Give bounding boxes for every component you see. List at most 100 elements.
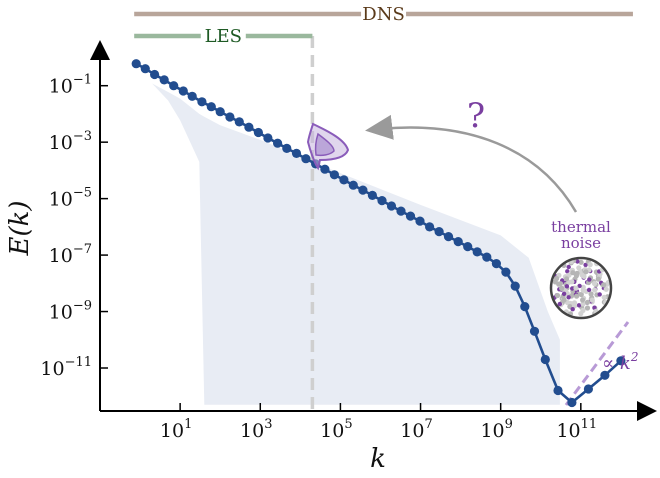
noise-particle bbox=[565, 269, 570, 274]
spectrum-point bbox=[491, 259, 501, 269]
y-tick-label: 10−11 bbox=[40, 355, 92, 380]
noise-particle bbox=[564, 284, 570, 289]
noise-particle bbox=[592, 287, 598, 293]
spectrum-point bbox=[567, 397, 577, 408]
y-tick-base: 10 bbox=[49, 76, 73, 98]
noise-particle bbox=[579, 272, 585, 278]
spectrum-point bbox=[282, 143, 292, 153]
spectrum-point bbox=[520, 302, 530, 312]
spectrum-point bbox=[482, 252, 492, 262]
spectrum-point bbox=[529, 326, 540, 336]
slope-label: ∝ k2 bbox=[602, 350, 638, 374]
spectrum-point bbox=[616, 356, 626, 366]
y-tick-exp: −3 bbox=[73, 129, 92, 144]
spectrum-point bbox=[425, 222, 435, 232]
y-tick-exp: −7 bbox=[73, 242, 92, 257]
spectrum-point bbox=[358, 185, 368, 195]
spectrum-point bbox=[453, 237, 463, 247]
x-tick-label: 103 bbox=[240, 417, 272, 442]
noise-particle bbox=[580, 301, 586, 307]
spectrum-point bbox=[329, 170, 339, 180]
noise-particle bbox=[583, 262, 588, 268]
x-axis-label: k bbox=[370, 444, 386, 474]
y-tick-label: 10−7 bbox=[49, 242, 92, 267]
y-tick-base: 10 bbox=[49, 302, 73, 324]
spectrum-point bbox=[150, 69, 160, 80]
spectrum-point bbox=[367, 190, 377, 200]
range-label: LES bbox=[205, 26, 242, 47]
noise-particle bbox=[588, 291, 594, 297]
noise-particle bbox=[566, 264, 571, 270]
noise-particle bbox=[573, 285, 579, 291]
spectrum-point bbox=[301, 154, 311, 164]
spectrum-point bbox=[320, 164, 330, 174]
spectrum-point bbox=[215, 107, 225, 117]
noise-particle bbox=[573, 273, 580, 279]
y-ticks: 10−110−310−510−710−910−11 bbox=[40, 73, 108, 380]
spectrum-point bbox=[386, 201, 397, 211]
x-tick-base: 10 bbox=[556, 420, 580, 442]
noise-particle bbox=[584, 299, 591, 305]
spectrum-point bbox=[197, 97, 207, 107]
x-tick-base: 10 bbox=[400, 420, 424, 442]
noise-particle bbox=[564, 276, 570, 282]
spectrum-point bbox=[244, 122, 254, 132]
noise-particle bbox=[603, 286, 609, 292]
noise-particle bbox=[566, 272, 572, 278]
spectrum-point bbox=[169, 81, 179, 91]
noise-particle bbox=[577, 283, 582, 289]
x-tick-exp: 3 bbox=[264, 417, 272, 432]
spectrum-point bbox=[600, 370, 610, 380]
spectrum-point bbox=[415, 216, 425, 226]
spectrum-point bbox=[405, 211, 416, 221]
noise-particle bbox=[583, 269, 589, 275]
spectrum-point bbox=[273, 138, 283, 148]
x-tick-exp: 7 bbox=[424, 417, 432, 432]
slope-label-exp: 2 bbox=[630, 350, 639, 364]
noise-particle bbox=[578, 311, 584, 317]
spectrum-point bbox=[339, 175, 349, 185]
noise-particle bbox=[557, 281, 564, 287]
spectrum-point bbox=[348, 180, 358, 190]
noise-particle bbox=[557, 301, 562, 307]
spectrum-point bbox=[140, 64, 150, 74]
noise-particle bbox=[591, 280, 598, 287]
noise-particle bbox=[595, 276, 601, 282]
spectrum-point bbox=[553, 385, 563, 396]
y-tick-base: 10 bbox=[49, 132, 73, 154]
spectrum-point bbox=[225, 112, 235, 122]
noise-particle bbox=[569, 279, 575, 285]
y-tick-base: 10 bbox=[49, 245, 73, 267]
spectrum-point bbox=[510, 281, 520, 291]
noise-particle bbox=[586, 287, 592, 293]
y-axis-label: E(k) bbox=[5, 200, 35, 256]
x-ticks: 101 103 105 107 109 1011 bbox=[160, 403, 597, 442]
noise-particle bbox=[574, 293, 580, 299]
noise-particle bbox=[561, 291, 567, 296]
noise-particle bbox=[592, 305, 597, 310]
noise-particle bbox=[570, 307, 575, 312]
noise-particle bbox=[580, 287, 586, 293]
noise-particle bbox=[601, 282, 607, 288]
noise-particle bbox=[601, 294, 607, 300]
spectrum-point bbox=[159, 75, 169, 85]
x-tick-base: 10 bbox=[160, 420, 184, 442]
x-tick-exp: 5 bbox=[344, 417, 352, 432]
x-tick-exp: 9 bbox=[505, 417, 513, 432]
noise-label: noise bbox=[561, 234, 601, 252]
x-tick-label: 107 bbox=[400, 417, 432, 442]
slope-label-base: ∝ k bbox=[602, 353, 631, 374]
spectrum-point bbox=[178, 86, 188, 96]
thermal-noise-circle bbox=[549, 256, 613, 320]
x-tick-exp: 11 bbox=[581, 417, 598, 432]
noise-particle bbox=[580, 297, 586, 303]
noise-particle bbox=[589, 297, 595, 303]
spectrum-point bbox=[263, 133, 273, 143]
spectrum-point bbox=[443, 232, 454, 242]
y-tick-label: 10−3 bbox=[49, 129, 92, 154]
y-tick-exp: −1 bbox=[73, 73, 92, 88]
y-tick-base: 10 bbox=[40, 358, 64, 380]
noise-particle bbox=[587, 262, 593, 268]
spectrum-point bbox=[434, 227, 444, 237]
